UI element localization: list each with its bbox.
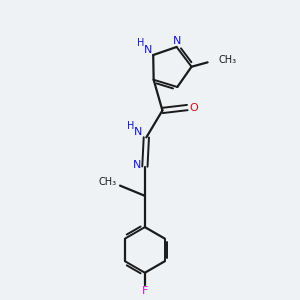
Text: H: H bbox=[127, 121, 134, 131]
Text: N: N bbox=[144, 45, 152, 55]
Text: N: N bbox=[133, 160, 141, 170]
Text: H: H bbox=[137, 38, 145, 48]
Text: N: N bbox=[134, 127, 142, 137]
Text: CH₃: CH₃ bbox=[98, 177, 116, 187]
Text: F: F bbox=[142, 286, 148, 296]
Text: CH₃: CH₃ bbox=[219, 55, 237, 65]
Text: N: N bbox=[172, 35, 181, 46]
Text: O: O bbox=[189, 103, 198, 112]
